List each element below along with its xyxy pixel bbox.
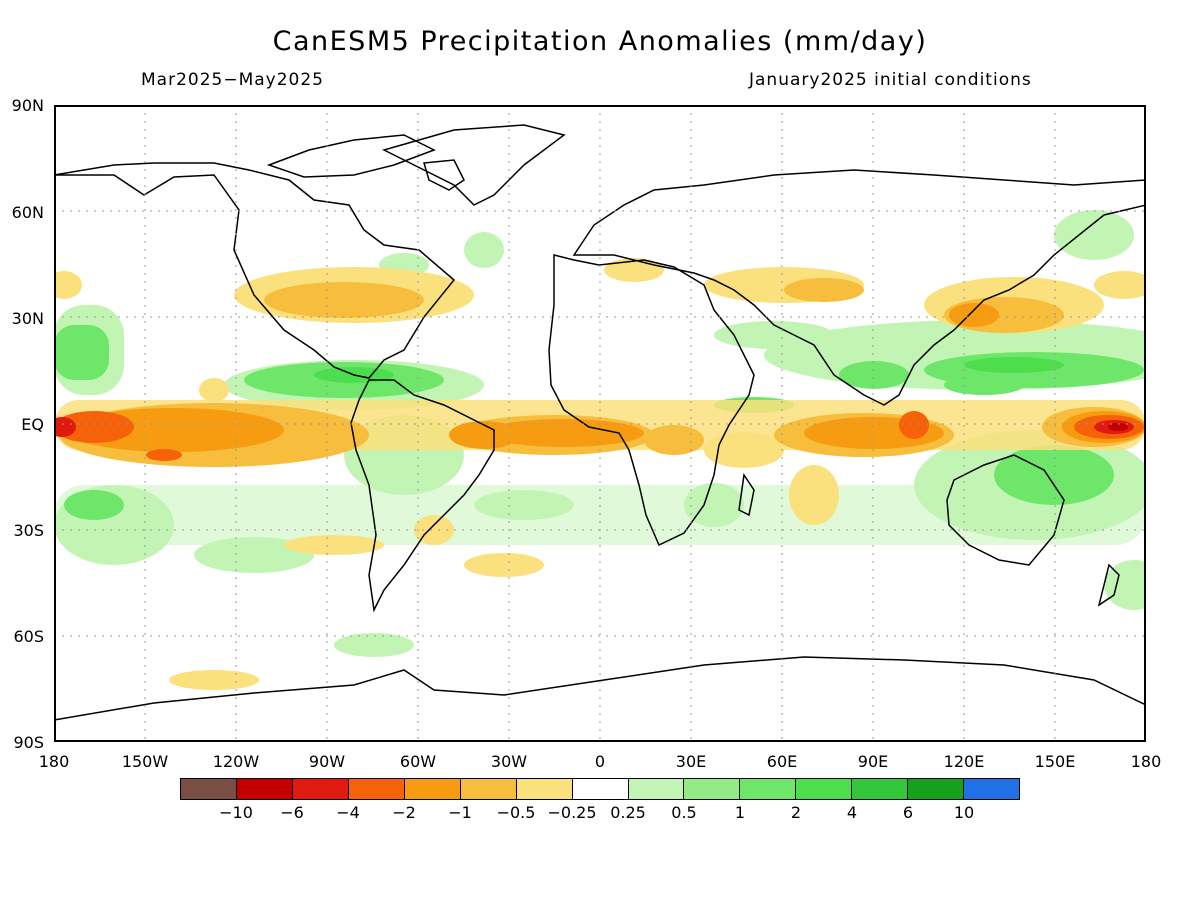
lat-label: 30S [13, 521, 44, 540]
lat-label: EQ [21, 415, 44, 434]
lat-label: 30N [11, 309, 44, 328]
lon-label: 60W [399, 752, 437, 771]
lon-label: 0 [594, 752, 606, 771]
period-label: Mar2025−May2025 [141, 70, 324, 90]
lon-label: 120W [212, 752, 260, 771]
lon-label: 60E [766, 752, 798, 771]
colorbar-label: −0.5 [496, 803, 536, 822]
lon-label: 30W [490, 752, 528, 771]
lon-label: 180 [38, 752, 70, 771]
colorbar-box [964, 779, 1020, 799]
colorbar-box [796, 779, 853, 799]
lat-label: 90N [11, 96, 44, 115]
initial-conditions-label: January2025 initial conditions [749, 70, 1032, 90]
colorbar-box [236, 779, 293, 799]
coastlines [54, 124, 1146, 721]
lon-label: 150W [121, 752, 169, 771]
colorbar-box [628, 779, 685, 799]
lat-label: 60N [11, 203, 44, 222]
colorbar-label: 0.25 [610, 803, 646, 822]
colorbar [180, 778, 1020, 800]
colorbar-label: 2 [790, 803, 802, 822]
colorbar-box [516, 779, 573, 799]
lon-label: 30E [675, 752, 707, 771]
lat-label: 60S [13, 627, 44, 646]
colorbar-label: −6 [280, 803, 304, 822]
lat-label: 90S [13, 733, 44, 752]
colorbar-label: −2 [392, 803, 416, 822]
colorbar-label: 6 [902, 803, 914, 822]
colorbar-label: 10 [953, 803, 975, 822]
colorbar-box [852, 779, 909, 799]
colorbar-label: −0.25 [547, 803, 597, 822]
colorbar-box [740, 779, 797, 799]
colorbar-label: 0.5 [671, 803, 697, 822]
colorbar-label: −4 [336, 803, 360, 822]
colorbar-label: 4 [846, 803, 858, 822]
lat-lon-grid [54, 105, 1146, 742]
anomaly-fields [54, 210, 1146, 690]
colorbar-box [572, 779, 629, 799]
colorbar-box [684, 779, 741, 799]
colorbar-box [908, 779, 965, 799]
colorbar-box [292, 779, 349, 799]
colorbar-label: 1 [734, 803, 746, 822]
colorbar-box [404, 779, 461, 799]
lon-label: 180 [1130, 752, 1162, 771]
colorbar-label: −1 [448, 803, 472, 822]
colorbar-label: −10 [219, 803, 253, 822]
precipitation-anomaly-map [54, 105, 1146, 742]
lon-label: 120E [943, 752, 985, 771]
colorbar-box [348, 779, 405, 799]
lon-label: 150E [1034, 752, 1076, 771]
colorbar-box [460, 779, 517, 799]
lon-label: 90E [857, 752, 889, 771]
lon-label: 90W [308, 752, 346, 771]
colorbar-box [181, 779, 237, 799]
map-frame [54, 105, 1146, 742]
chart-title: CanESM5 Precipitation Anomalies (mm/day) [272, 26, 928, 57]
